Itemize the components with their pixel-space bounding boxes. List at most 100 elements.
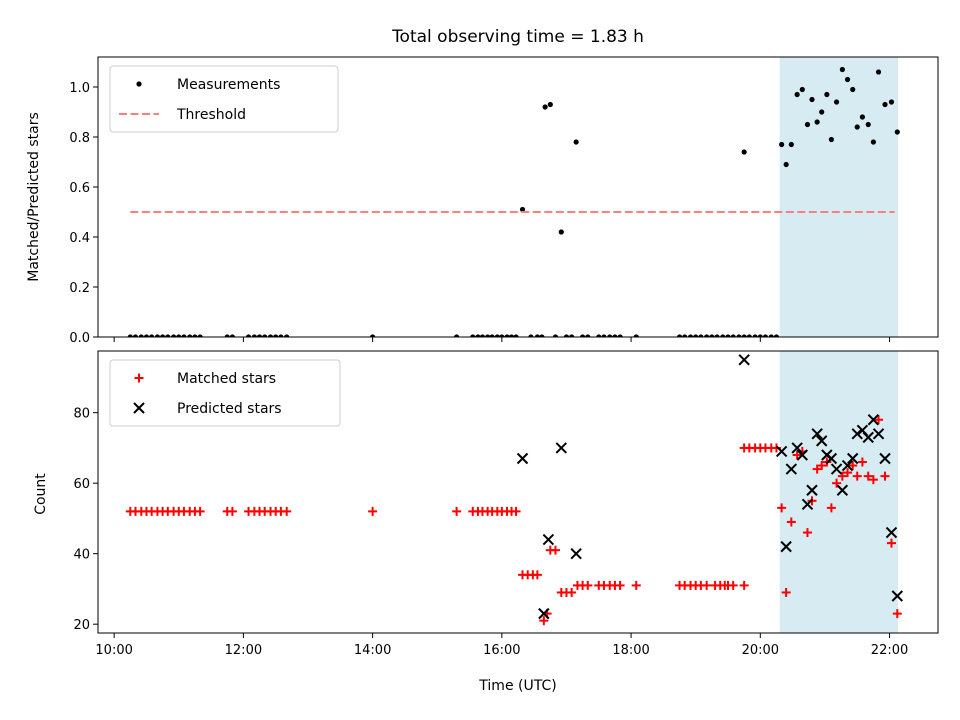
- data-point-measurements: [633, 334, 639, 337]
- y-tick-label: 1.0: [69, 81, 90, 96]
- data-point-measurements: [682, 334, 688, 337]
- data-point-measurements: [752, 334, 758, 337]
- y-tick-label: 20: [73, 618, 90, 633]
- data-point-measurements: [819, 109, 825, 115]
- axes-frame: [97, 350, 939, 634]
- data-point-predicted-stars: [780, 540, 792, 553]
- x-tick-label: 20:00: [742, 643, 779, 658]
- data-point-measurements: [229, 334, 235, 337]
- data-point-measurements: [833, 99, 840, 105]
- data-point-predicted-stars: [801, 498, 814, 511]
- data-point-predicted-stars-b: [815, 435, 828, 447]
- y-tick-label: 80: [73, 407, 90, 422]
- data-point-measurements: [370, 334, 376, 337]
- data-point-measurements: [824, 91, 830, 98]
- data-point-measurements: [224, 334, 230, 337]
- data-point-matched-stars: [868, 475, 878, 485]
- data-point-matched-stars: [368, 506, 378, 516]
- data-point-predicted-stars: [796, 449, 809, 461]
- legend: Matched stars Predicted stars: [109, 359, 341, 427]
- data-point-measurements: [714, 334, 720, 337]
- bottom-panel: 20 40 60 80 10:00 12:00 14:00 16:00 18:00 20:00 22…: [73, 350, 939, 658]
- highlight-span: [779, 351, 898, 633]
- data-point-matched-stars: [781, 587, 791, 597]
- data-point-matched-stars: [817, 461, 827, 471]
- data-point-matched-stars: [771, 443, 781, 453]
- data-point-predicted-stars-b: [570, 547, 582, 560]
- data-point-measurements: [504, 334, 510, 337]
- data-point-measurements: [814, 119, 820, 125]
- data-point-measurements: [489, 334, 495, 337]
- data-point-matched-stars: [886, 538, 896, 548]
- data-point-matched-stars: [786, 517, 796, 527]
- data-point-predicted-stars: [570, 547, 582, 560]
- data-point-matched-stars: [777, 503, 787, 513]
- data-point-matched-stars: [532, 570, 542, 580]
- data-point-predicted-stars: [811, 428, 823, 440]
- chart-title: Total observing time = 1.83 h: [391, 27, 644, 47]
- data-point-predicted-stars-b: [516, 452, 529, 465]
- data-point-measurements: [839, 66, 845, 73]
- data-point-predicted-stars-b: [851, 428, 863, 440]
- data-point-predicted-stars-b: [555, 442, 567, 454]
- data-point-matched-stars: [615, 580, 625, 590]
- data-point-measurements: [854, 124, 860, 130]
- data-point-matched-stars: [848, 461, 858, 471]
- data-point-predicted-stars: [847, 452, 859, 465]
- data-point-predicted-stars: [836, 484, 849, 496]
- data-point-matched-stars: [863, 471, 873, 481]
- data-point-measurements: [757, 334, 763, 337]
- data-point-measurements: [187, 334, 193, 337]
- data-point-measurements: [799, 86, 805, 93]
- x-axis-title: Time (UTC): [478, 678, 556, 694]
- data-point-predicted-stars-b: [836, 484, 849, 496]
- legend-swatch: [133, 402, 145, 414]
- top-panel: 0.0 0.2 0.4 0.6 0.8 1.0 Measurements Threshold: [69, 56, 939, 346]
- data-point-matched-stars: [282, 506, 292, 516]
- data-point-measurements: [127, 334, 133, 337]
- y-tick-label: 0.6: [69, 181, 90, 196]
- data-point-measurements: [617, 334, 623, 337]
- data-point-predicted-stars-b: [801, 498, 814, 511]
- data-point-predicted-stars-b: [796, 449, 809, 461]
- data-point-predicted-stars-b: [775, 445, 788, 458]
- data-point-predicted-stars: [879, 452, 891, 465]
- data-point-measurements: [192, 334, 198, 337]
- data-point-matched-stars: [812, 464, 822, 474]
- data-point-measurements: [284, 334, 290, 337]
- data-point-predicted-stars: [516, 452, 529, 465]
- data-point-predicted-stars-b: [791, 442, 803, 454]
- data-point-predicted-stars-b: [856, 424, 869, 437]
- data-point-matched-stars: [843, 468, 853, 478]
- data-point-measurements: [262, 334, 268, 337]
- data-point-measurements: [176, 334, 182, 337]
- data-point-predicted-stars: [775, 445, 788, 458]
- data-point-measurements: [768, 334, 774, 337]
- data-point-measurements: [736, 334, 742, 337]
- data-point-predicted-stars: [785, 463, 798, 475]
- axes-frame: [97, 56, 939, 338]
- data-point-matched-stars: [511, 506, 521, 516]
- data-point-measurements: [601, 334, 607, 337]
- x-tick-label: 22:00: [871, 643, 908, 658]
- data-point-measurements: [607, 334, 613, 337]
- data-point-measurements: [534, 334, 540, 337]
- data-point-predicted-stars-b: [542, 533, 555, 546]
- data-point-predicted-stars: [538, 607, 550, 620]
- data-point-measurements: [138, 334, 144, 337]
- data-point-measurements: [547, 101, 553, 108]
- data-point-measurements: [612, 334, 618, 337]
- data-point-measurements: [143, 334, 150, 337]
- data-point-measurements: [542, 104, 548, 110]
- data-point-predicted-stars-b: [862, 431, 874, 444]
- data-point-measurements: [165, 334, 171, 337]
- data-point-measurements: [132, 334, 139, 337]
- data-point-matched-stars: [550, 545, 560, 555]
- data-point-measurements: [508, 334, 515, 337]
- y-tick-label: 0.8: [69, 131, 90, 146]
- data-point-measurements: [888, 99, 895, 105]
- y-tick-label: 0.4: [69, 231, 90, 246]
- data-point-measurements: [569, 334, 575, 337]
- data-point-predicted-stars-b: [785, 463, 798, 475]
- x-tick-label: 14:00: [354, 643, 391, 658]
